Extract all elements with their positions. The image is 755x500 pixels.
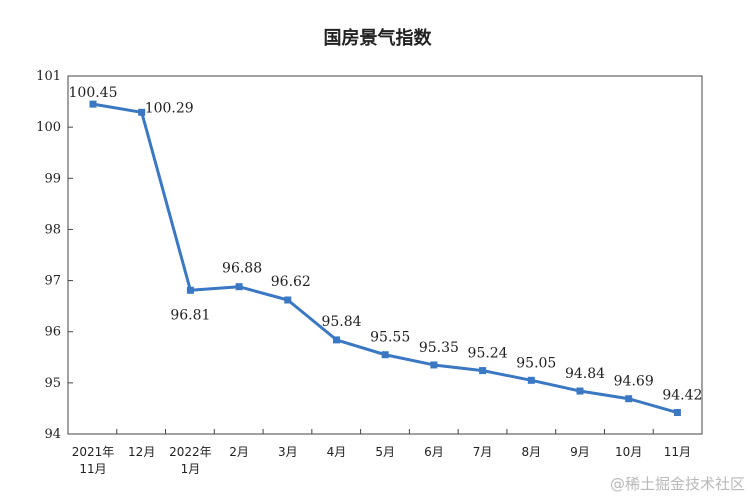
- data-label: 100.45: [69, 85, 118, 101]
- data-point: [381, 351, 389, 359]
- x-tick-label: 2021年 11月: [72, 445, 115, 476]
- data-label: 100.29: [145, 100, 194, 116]
- y-tick-label: 98: [44, 222, 61, 237]
- data-point: [89, 100, 97, 108]
- data-point: [186, 286, 194, 294]
- data-point: [625, 395, 633, 403]
- data-labels: 100.45 100.29 96.81 96.88 96.62 95.84 95.55 95.…: [69, 85, 703, 403]
- watermark: @稀土掘金技术社区: [609, 475, 745, 493]
- data-label: 96.88: [222, 261, 262, 277]
- data-label: 94.84: [565, 366, 605, 382]
- x-tick-label: 11月: [664, 445, 691, 459]
- data-point: [138, 108, 146, 116]
- y-tick-label: 100: [36, 120, 61, 135]
- y-tick-label: 99: [44, 171, 61, 186]
- x-tick-label: 2月: [229, 445, 249, 459]
- data-point: [333, 336, 340, 344]
- x-tick-label: 3月: [278, 445, 298, 459]
- x-tick-label: 8月: [521, 445, 541, 459]
- data-point: [527, 376, 535, 384]
- y-tick-label: 94: [44, 427, 61, 442]
- x-tick-label: 12月: [128, 445, 155, 459]
- data-label: 95.84: [321, 314, 361, 330]
- y-axis: 94 95 96 97 98 99 100 101: [36, 69, 73, 442]
- y-tick-label: 101: [36, 69, 61, 84]
- y-tick-label: 97: [44, 274, 61, 289]
- x-axis: 2021年 11月 12月 2022年 1月 2月 3月 4月 5月 6月 7月 8月 9月 10月 11月: [67, 429, 703, 476]
- x-tick-label: 4月: [327, 445, 347, 459]
- data-label: 96.62: [271, 274, 311, 290]
- x-tick-label: 5月: [375, 445, 395, 459]
- x-tick-label: 2022年 1月: [169, 445, 212, 476]
- data-point: [479, 367, 487, 375]
- data-label: 95.05: [516, 355, 556, 371]
- y-tick-label: 95: [44, 376, 61, 391]
- data-label: 95.24: [468, 346, 508, 362]
- data-point: [673, 409, 681, 417]
- data-label: 95.55: [370, 330, 410, 346]
- data-label: 94.69: [614, 374, 654, 390]
- x-tick-label: 9月: [570, 445, 590, 459]
- x-tick-label: 6月: [424, 445, 444, 459]
- chart-title: 国房景气指数: [323, 28, 432, 49]
- data-point: [284, 296, 292, 304]
- data-label: 95.35: [419, 340, 459, 356]
- data-point: [576, 387, 584, 395]
- data-label: 94.42: [662, 388, 702, 404]
- series-group: [89, 100, 681, 417]
- y-tick-label: 96: [44, 325, 61, 340]
- x-tick-label: 10月: [615, 445, 642, 459]
- data-point: [430, 361, 438, 369]
- x-tick-label: 7月: [473, 445, 493, 459]
- data-point: [235, 283, 243, 291]
- data-label: 96.81: [170, 307, 210, 323]
- plot-frame: [67, 75, 703, 435]
